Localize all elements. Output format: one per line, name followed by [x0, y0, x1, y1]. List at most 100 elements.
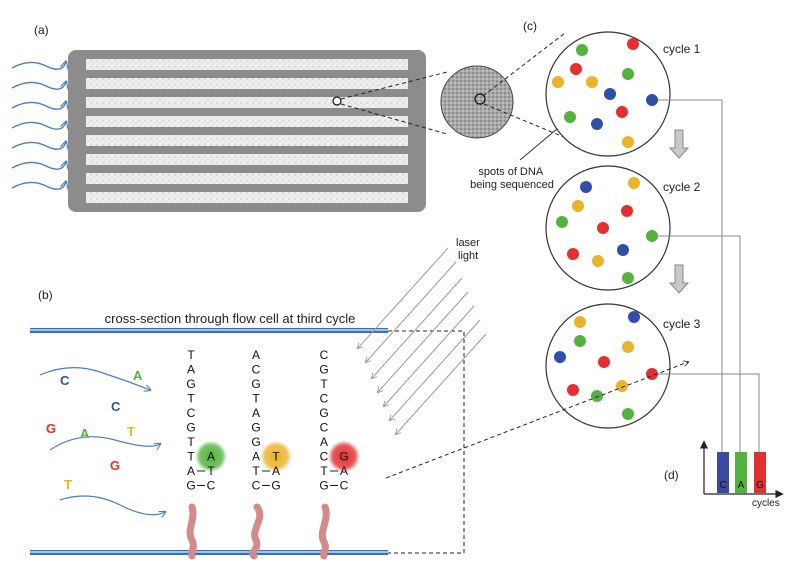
template-base: G [319, 363, 328, 377]
dna-spot-green [574, 335, 586, 347]
cross-section-title: cross-section through flow cell at third… [105, 311, 356, 326]
cross-section-to-cycle-3 [385, 362, 688, 479]
cycle-1-label: cycle 1 [663, 42, 701, 56]
spots-label-line2: being sequenced [470, 179, 554, 191]
incorporated-base: G [339, 450, 348, 464]
added-base: A [340, 464, 348, 478]
flow-cell-lane [86, 135, 408, 146]
fluorescent-glow [260, 440, 292, 473]
template-base: G [251, 377, 260, 391]
flow-cell-top-wall [30, 328, 388, 333]
dna-spot-yellow [592, 255, 604, 267]
dna-spot-blue [580, 181, 592, 193]
dna-spot-green [646, 230, 658, 242]
panel-label-c: (c) [523, 19, 537, 33]
dna-spot-blue [591, 118, 603, 130]
template-base: T [187, 435, 195, 449]
template-base: C [320, 392, 329, 406]
template-base: G [319, 406, 328, 420]
template-base: G [186, 479, 195, 493]
free-nucleotide: G [110, 458, 120, 473]
panel-label-d: (d) [664, 468, 679, 482]
dna-spot-yellow [616, 380, 628, 392]
dna-spot-red [621, 205, 633, 217]
laser-label-line1: laser [456, 237, 480, 249]
template-base: A [320, 435, 328, 449]
template-base: G [186, 421, 195, 435]
flow-cell-lane [86, 78, 408, 89]
dna-spot-yellow [574, 316, 586, 328]
dna-spot-blue [604, 88, 616, 100]
dna-spot-green [622, 68, 634, 80]
added-base: C [207, 479, 216, 493]
dna-spot-yellow [622, 136, 634, 148]
added-base: T [207, 464, 215, 478]
fluorescent-glow [195, 440, 227, 473]
flow-cell-lane [86, 173, 408, 184]
signal-bar-label: A [738, 480, 745, 491]
incorporated-base: A [207, 450, 215, 464]
dna-spot-green [622, 272, 634, 284]
panel-label-a: (a) [34, 23, 49, 37]
x-axis-label: cycles [752, 498, 780, 509]
template-base: T [320, 377, 328, 391]
dna-spot-green [591, 390, 603, 402]
free-nucleotide: A [80, 426, 90, 441]
template-base: T [187, 450, 195, 464]
flow-cell-lane [86, 192, 408, 203]
dna-spot-yellow [622, 341, 634, 353]
nucleotide-flow-arrows [39, 367, 165, 515]
template-base: T [187, 348, 195, 362]
dna-spot-green [622, 408, 634, 420]
flow-cell-lane [86, 59, 408, 70]
cross-section-bracket [388, 330, 465, 554]
dna-spot-yellow [628, 177, 640, 189]
template-base: G [319, 479, 328, 493]
dna-spot-yellow [586, 76, 598, 88]
cycle-3-label: cycle 3 [663, 317, 701, 331]
cycle-2: cycle 2 [545, 165, 701, 291]
template-base: G [186, 377, 195, 391]
magnified-spot [440, 65, 514, 139]
template-base: T [252, 392, 260, 406]
dna-spot-red [616, 106, 628, 118]
template-base: A [187, 363, 195, 377]
free-nucleotide: G [46, 421, 56, 436]
surface-anchor [249, 503, 264, 560]
cycle-1: cycle 1 [545, 31, 701, 157]
template-base: C [320, 348, 329, 362]
cycle-3: cycle 3 [545, 303, 701, 429]
cycle-arrow [668, 129, 690, 159]
flow-arrows [11, 62, 66, 190]
fluorescent-glow [328, 440, 360, 473]
zoom-lines-a [340, 71, 448, 135]
template-base: A [252, 406, 260, 420]
signal-bar [717, 452, 729, 493]
surface-anchor [318, 503, 330, 560]
laser-label-line2: light [458, 250, 478, 262]
free-nucleotide: T [127, 424, 135, 439]
template-base: T [320, 464, 328, 478]
dna-spot-red [570, 63, 582, 75]
flow-cell-lane [86, 116, 408, 127]
free-nucleotides: C A C G A T G T [46, 368, 143, 492]
panel-label-b: (b) [38, 288, 53, 302]
signal-bar [754, 452, 766, 493]
free-nucleotide: T [64, 477, 72, 492]
template-base: C [187, 406, 196, 420]
dna-spot-blue [628, 311, 640, 323]
template-base: T [252, 464, 260, 478]
template-base: A [252, 450, 260, 464]
dna-spot-red [627, 38, 639, 50]
free-nucleotide: C [60, 373, 70, 388]
template-base: T [187, 392, 195, 406]
dna-spot-red [567, 384, 579, 396]
dna-spot-green [556, 216, 568, 228]
template-base: C [252, 363, 261, 377]
dna-spot-red [567, 248, 579, 260]
